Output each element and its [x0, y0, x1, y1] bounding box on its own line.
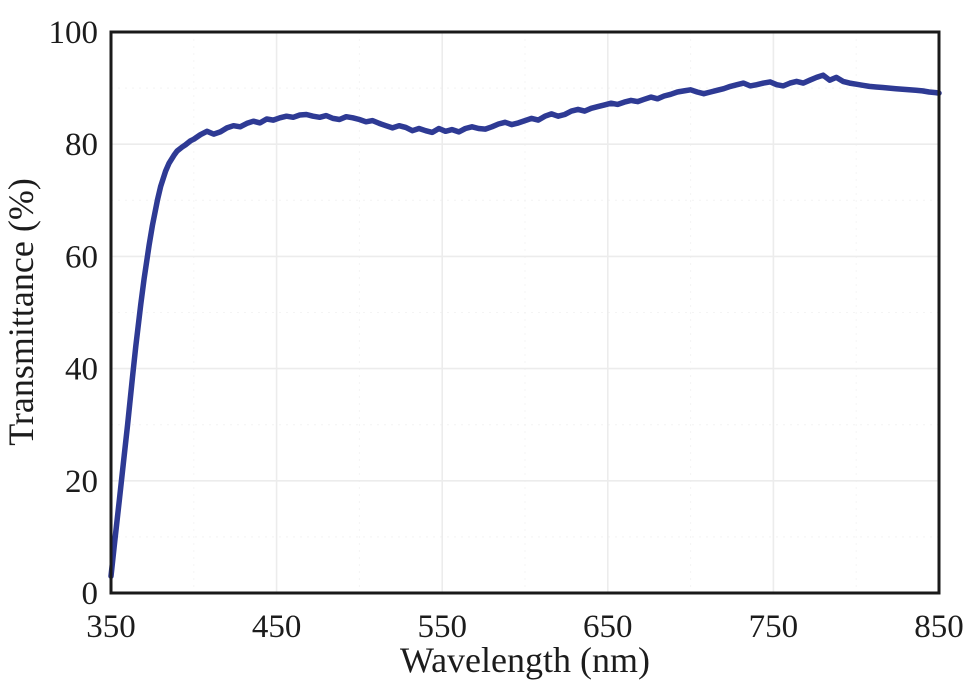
x-axis-title: Wavelength (nm) — [400, 640, 650, 680]
y-tick-label: 100 — [49, 15, 99, 51]
transmittance-curve — [108, 72, 942, 579]
y-tick-label: 60 — [65, 239, 98, 275]
y-axis-title: Transmittance (%) — [1, 178, 41, 446]
y-tick-label: 0 — [82, 576, 99, 612]
y-tick-label: 40 — [65, 352, 98, 388]
x-tick-label: 750 — [749, 609, 799, 645]
y-tick-label: 80 — [65, 127, 98, 163]
major-gridlines — [111, 32, 939, 593]
plot-frame — [109, 30, 941, 595]
x-axis-tick-labels: 350 450 550 650 750 850 — [86, 609, 964, 645]
y-tick-label: 20 — [65, 464, 98, 500]
x-tick-label: 450 — [252, 609, 302, 645]
x-tick-label: 350 — [86, 609, 136, 645]
x-tick-label: 550 — [417, 609, 467, 645]
minor-gridlines — [111, 32, 939, 593]
y-axis-tick-labels: 0 20 40 60 80 100 — [49, 15, 99, 612]
x-tick-label: 650 — [583, 609, 633, 645]
x-tick-label: 850 — [914, 609, 964, 645]
